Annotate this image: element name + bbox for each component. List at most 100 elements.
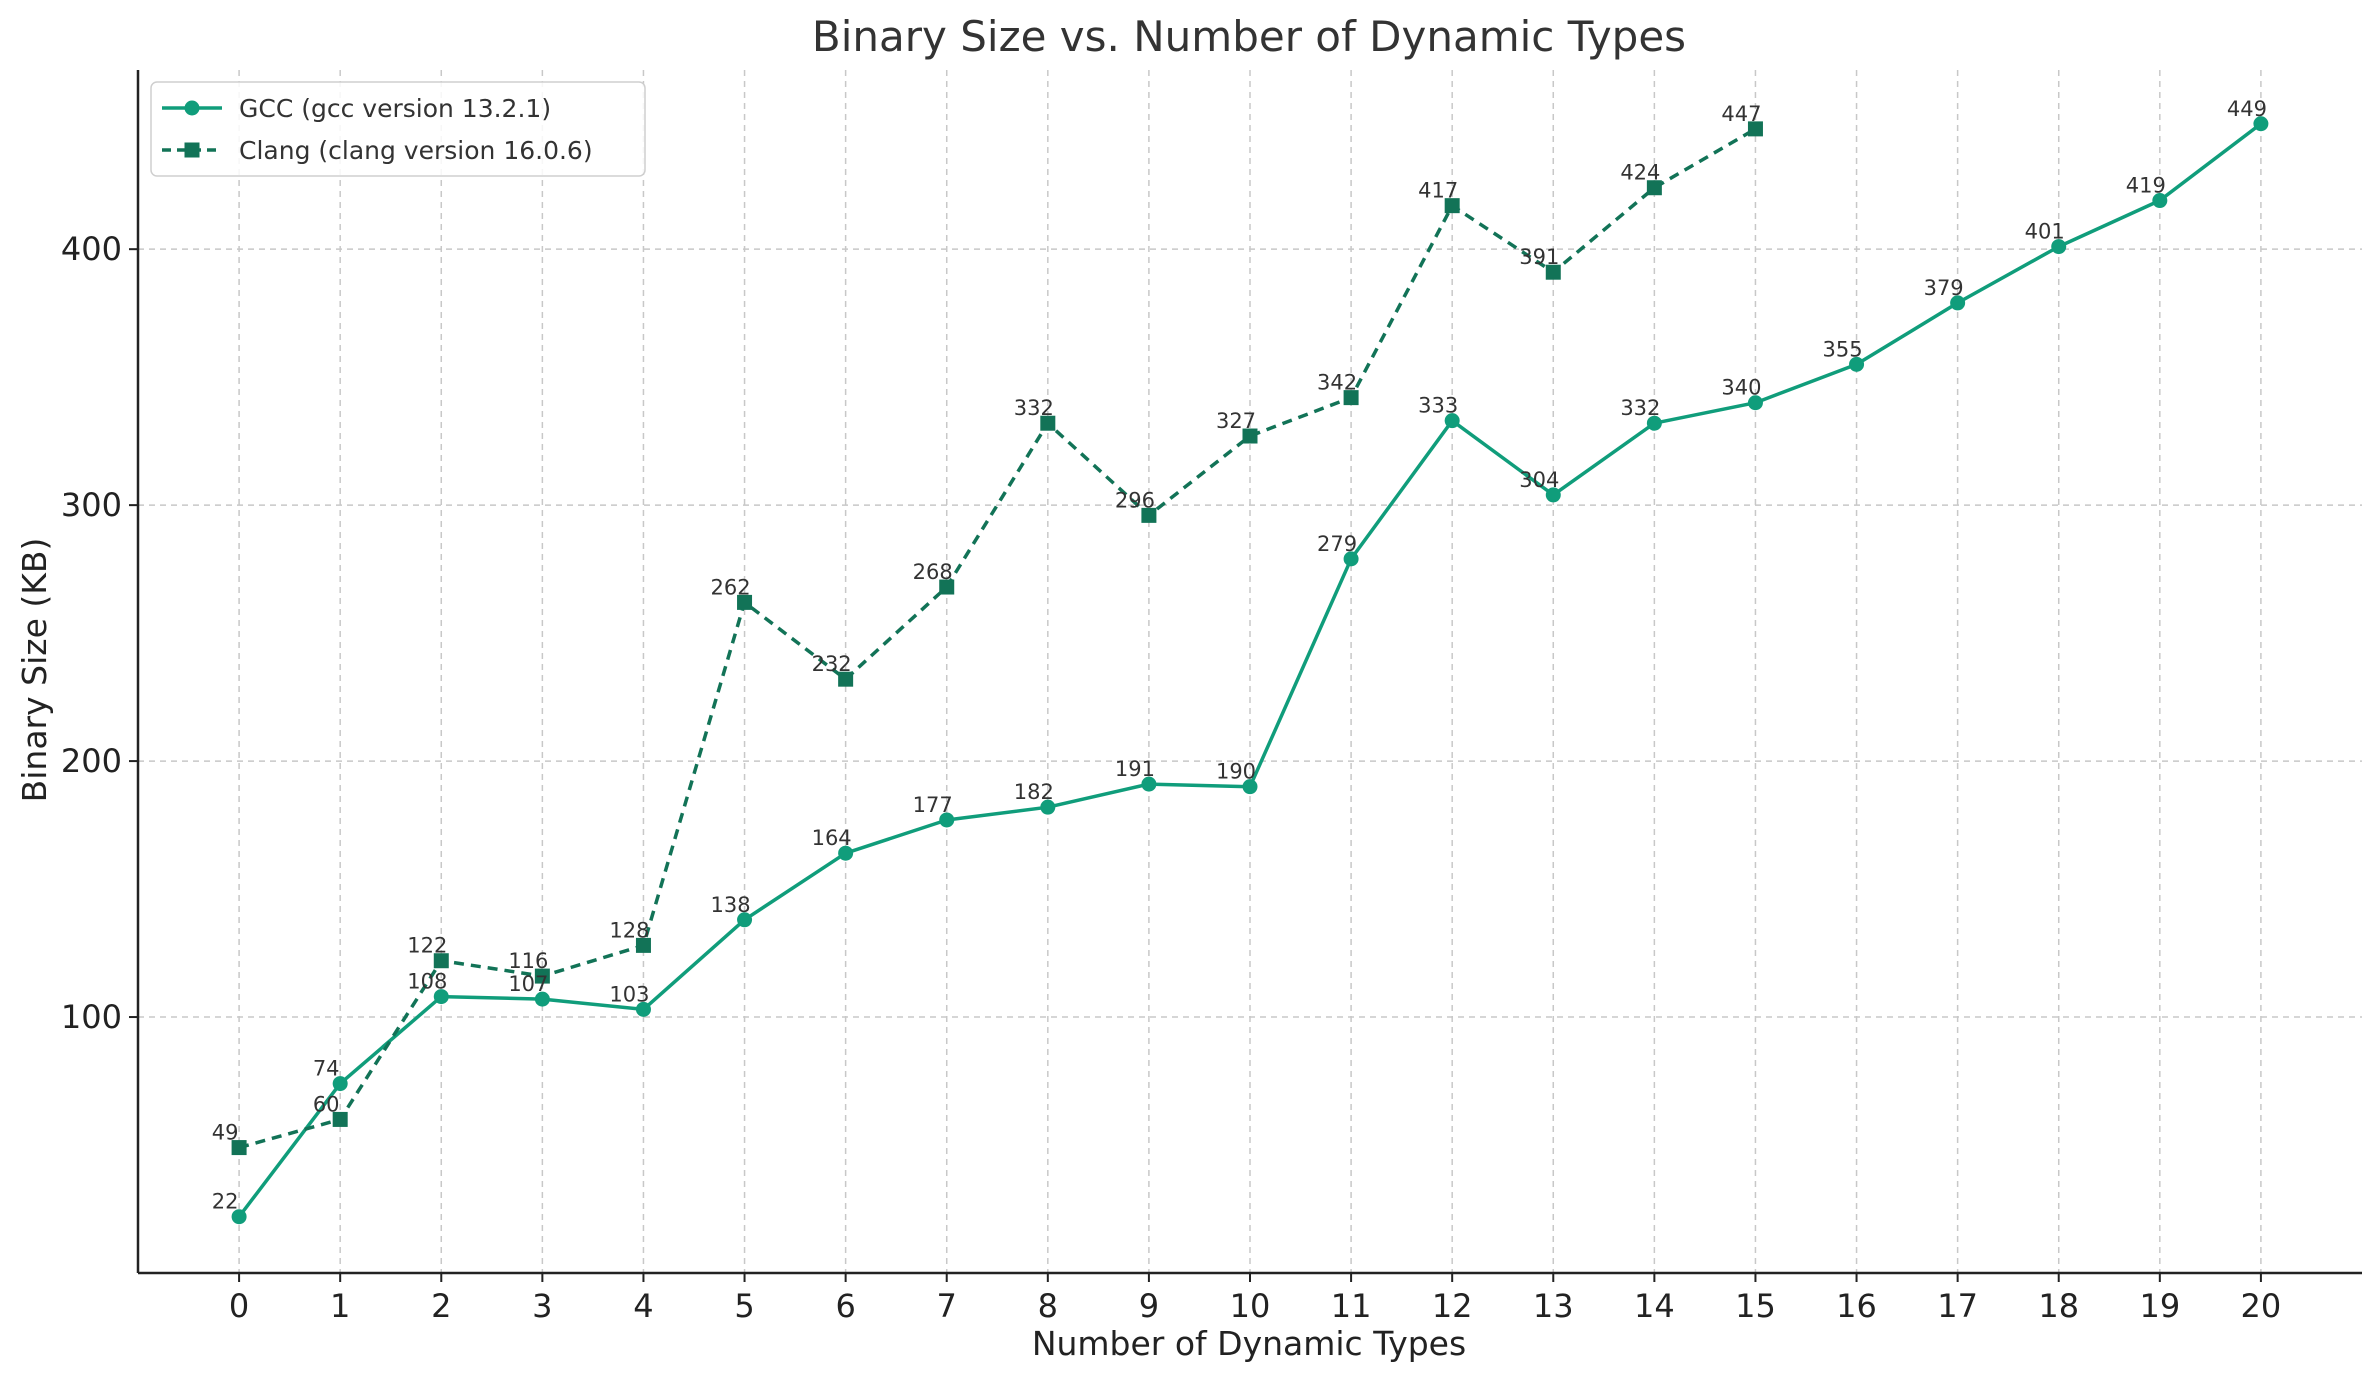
clang-data-label: 342 — [1317, 371, 1357, 395]
y-tick-label: 200 — [61, 742, 122, 780]
clang-data-point — [1141, 507, 1157, 523]
gcc-data-label: 449 — [2227, 97, 2267, 121]
clang-data-point — [635, 937, 651, 953]
clang-data-point — [1444, 198, 1460, 214]
gcc-data-point — [2152, 193, 2168, 209]
clang-data-point — [1242, 428, 1258, 444]
clang-data-label: 122 — [407, 934, 447, 958]
legend-gcc-label: GCC (gcc version 13.2.1) — [239, 94, 551, 123]
legend-clang-marker — [184, 142, 200, 158]
gcc-data-label: 279 — [1317, 532, 1357, 556]
grid-layer — [138, 70, 2362, 1273]
gcc-data-label: 304 — [1519, 468, 1559, 492]
clang-data-label: 128 — [609, 918, 649, 942]
legend: GCC (gcc version 13.2.1) Clang (clang ve… — [150, 81, 646, 177]
clang-data-point — [433, 953, 449, 969]
gcc-data-label: 379 — [1924, 276, 1964, 300]
gcc-data-label: 74 — [313, 1057, 340, 1081]
gcc-data-label: 164 — [812, 826, 852, 850]
series-layer — [231, 116, 2269, 1225]
x-axis-label: Number of Dynamic Types — [1032, 1324, 1466, 1363]
clang-data-label: 424 — [1620, 161, 1660, 185]
y-tick-label: 100 — [61, 998, 122, 1036]
gcc-data-point — [838, 845, 854, 861]
y-axis-label: Binary Size (KB) — [15, 538, 54, 803]
x-tick-label: 9 — [1139, 1287, 1159, 1325]
x-tick-label: 20 — [2241, 1287, 2282, 1325]
gcc-data-label: 190 — [1216, 760, 1256, 784]
x-tick-label: 14 — [1634, 1287, 1675, 1325]
gcc-data-point — [1040, 799, 1056, 815]
clang-data-point — [1343, 390, 1359, 406]
gcc-data-point — [1950, 295, 1966, 311]
x-tick-label: 11 — [1331, 1287, 1372, 1325]
clang-data-label: 116 — [508, 949, 548, 973]
y-tick-label: 400 — [61, 230, 122, 268]
x-tick-label: 19 — [2139, 1287, 2180, 1325]
gcc-data-point — [1242, 779, 1258, 795]
clang-series-line — [238, 127, 1757, 1150]
gcc-data-point — [1141, 776, 1157, 792]
data-labels-layer: 22 74 108 107 103 138 164 177 182 191 190 279 333 304… — [212, 97, 2267, 1214]
clang-data-point — [534, 968, 550, 984]
gcc-data-point — [433, 989, 449, 1005]
x-tick-label: 18 — [2038, 1287, 2079, 1325]
clang-data-point — [231, 1140, 247, 1156]
x-tick-label: 7 — [937, 1287, 957, 1325]
gcc-data-point — [534, 991, 550, 1007]
clang-data-label: 232 — [812, 652, 852, 676]
gcc-data-label: 340 — [1721, 376, 1761, 400]
clang-data-label: 268 — [913, 560, 953, 584]
clang-data-label: 262 — [710, 575, 750, 599]
gcc-data-point — [1747, 395, 1763, 411]
gcc-data-label: 419 — [2126, 174, 2166, 198]
chart-title: Binary Size vs. Number of Dynamic Types — [812, 12, 1686, 61]
gcc-data-point — [1343, 551, 1359, 567]
clang-data-point — [1747, 121, 1763, 137]
clang-data-point — [332, 1111, 348, 1127]
clang-data-label: 391 — [1519, 245, 1559, 269]
clang-data-label: 327 — [1216, 409, 1256, 433]
x-tick-label: 1 — [330, 1287, 350, 1325]
axes-layer: 0 1 2 3 4 5 6 7 8 9 10 11 12 13 14 15 16 17 18 19 2010020030… — [61, 70, 2362, 1325]
x-tick-label: 17 — [1937, 1287, 1978, 1325]
x-tick-label: 12 — [1432, 1287, 1473, 1325]
x-tick-label: 2 — [431, 1287, 451, 1325]
x-tick-label: 8 — [1038, 1287, 1058, 1325]
clang-data-label: 60 — [313, 1092, 340, 1116]
gcc-data-point — [231, 1209, 247, 1225]
gcc-data-label: 107 — [508, 972, 548, 996]
gcc-data-label: 182 — [1014, 780, 1054, 804]
x-tick-label: 10 — [1230, 1287, 1271, 1325]
legend-gcc-marker — [184, 100, 200, 116]
gcc-data-point — [332, 1076, 348, 1092]
gcc-data-point — [939, 812, 955, 828]
gcc-data-point — [2051, 239, 2067, 255]
gcc-data-label: 191 — [1115, 757, 1155, 781]
gcc-data-point — [1444, 413, 1460, 429]
legend-clang-label: Clang (clang version 16.0.6) — [239, 136, 593, 165]
x-tick-label: 5 — [734, 1287, 754, 1325]
gcc-data-point — [1849, 356, 1865, 372]
x-tick-label: 15 — [1735, 1287, 1776, 1325]
gcc-data-label: 138 — [710, 893, 750, 917]
x-tick-label: 3 — [532, 1287, 552, 1325]
y-tick-label: 300 — [61, 486, 122, 524]
gcc-data-label: 332 — [1620, 396, 1660, 420]
clang-data-label: 332 — [1014, 396, 1054, 420]
x-tick-label: 0 — [229, 1287, 249, 1325]
clang-data-point — [838, 671, 854, 687]
clang-data-label: 49 — [212, 1121, 239, 1145]
gcc-data-point — [2253, 116, 2269, 132]
clang-data-point — [1646, 180, 1662, 196]
gcc-data-label: 333 — [1418, 394, 1458, 418]
clang-data-label: 417 — [1418, 179, 1458, 203]
gcc-data-label: 177 — [913, 793, 953, 817]
gcc-data-label: 22 — [212, 1190, 239, 1214]
clang-data-point — [939, 579, 955, 595]
gcc-data-label: 108 — [407, 970, 447, 994]
x-tick-label: 4 — [633, 1287, 653, 1325]
